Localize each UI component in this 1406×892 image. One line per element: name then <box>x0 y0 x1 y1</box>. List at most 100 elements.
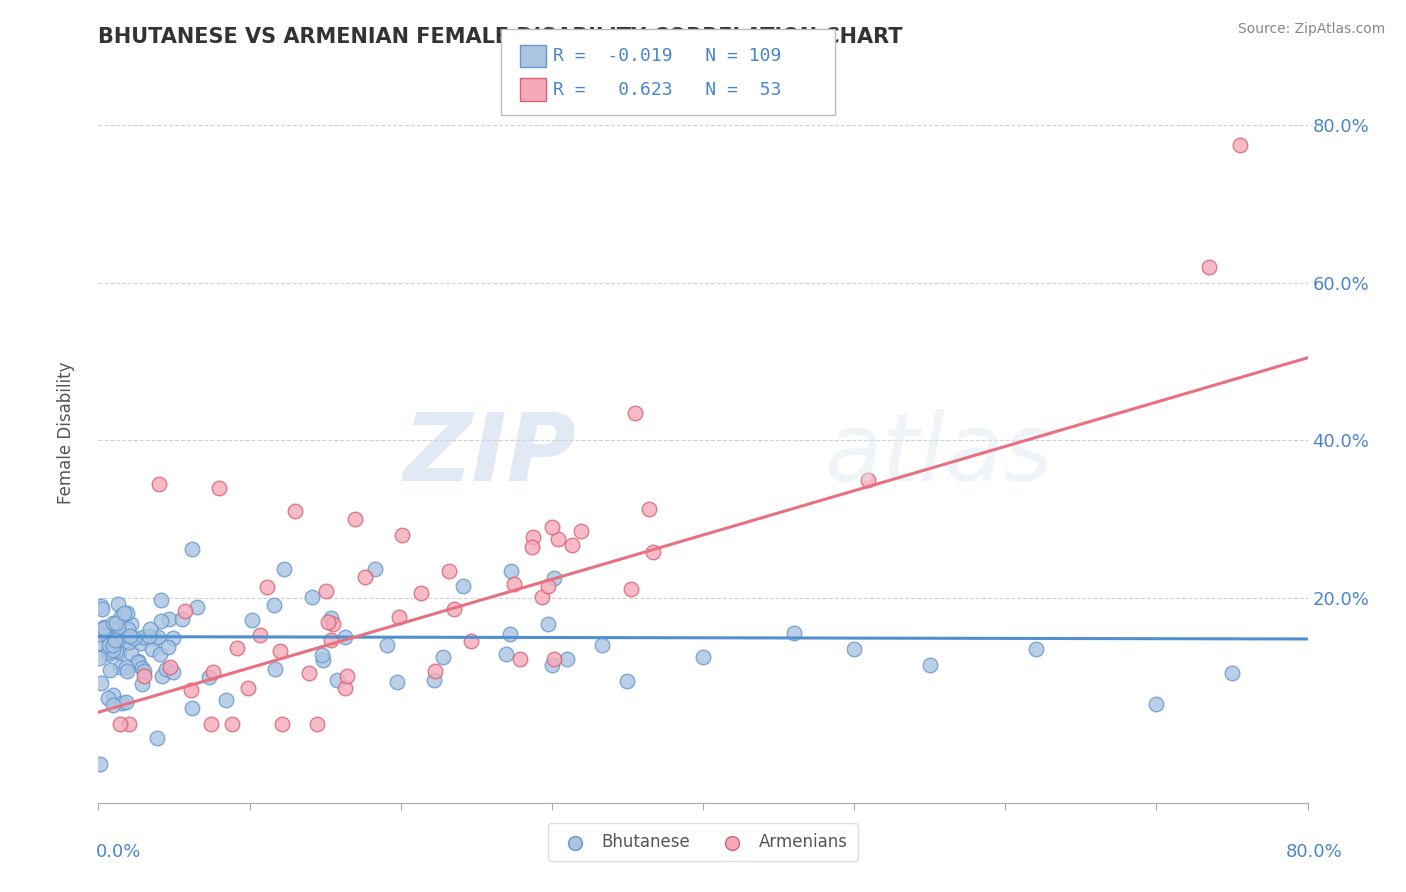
Point <box>97 645 120 659</box>
Point <box>105 643 128 657</box>
Point <box>423 665 446 679</box>
Point <box>90 675 112 690</box>
Point <box>1229 138 1251 153</box>
Point <box>325 673 347 687</box>
Point <box>97 648 120 662</box>
Point <box>1198 260 1220 275</box>
Point <box>132 664 155 678</box>
Point <box>120 616 142 631</box>
Point <box>110 660 132 674</box>
Point <box>499 565 522 579</box>
Point <box>89 636 111 650</box>
Point <box>335 630 357 644</box>
Point <box>333 681 356 696</box>
Point <box>264 662 287 676</box>
Point <box>110 696 132 710</box>
Point <box>537 617 560 632</box>
Point <box>149 648 172 662</box>
Point <box>139 623 162 637</box>
Point <box>127 654 149 668</box>
Point <box>844 642 866 657</box>
Point <box>569 524 592 538</box>
Point <box>162 631 184 645</box>
Point <box>134 669 156 683</box>
Point <box>315 584 337 599</box>
Text: ZIP: ZIP <box>404 409 576 500</box>
Point <box>104 633 127 648</box>
Point <box>856 473 879 487</box>
Point <box>105 624 128 638</box>
Point <box>100 664 122 678</box>
Text: Source: ZipAtlas.com: Source: ZipAtlas.com <box>1237 22 1385 37</box>
Point <box>336 669 359 683</box>
Point <box>1220 665 1243 680</box>
Point <box>354 569 377 583</box>
Point <box>319 611 342 625</box>
Point <box>105 634 128 648</box>
Point <box>273 562 295 576</box>
Point <box>388 610 411 624</box>
Point <box>495 648 517 662</box>
Point <box>115 664 138 678</box>
Point <box>131 661 153 675</box>
Point <box>115 695 138 709</box>
Y-axis label: Female Disability: Female Disability <box>56 361 75 504</box>
Point <box>180 682 202 697</box>
Point <box>375 638 398 652</box>
Point <box>620 582 643 597</box>
Point <box>344 512 367 526</box>
Point <box>101 616 124 631</box>
Point <box>146 631 169 645</box>
Text: BHUTANESE VS ARMENIAN FEMALE DISABILITY CORRELATION CHART: BHUTANESE VS ARMENIAN FEMALE DISABILITY … <box>98 27 903 47</box>
Point <box>641 544 664 558</box>
Point <box>138 629 160 643</box>
Point <box>159 660 181 674</box>
Point <box>117 606 139 620</box>
Point <box>97 632 120 647</box>
Point <box>145 731 167 746</box>
Point <box>364 562 387 576</box>
Point <box>90 599 112 614</box>
Point <box>91 601 114 615</box>
Point <box>263 598 285 612</box>
Point <box>503 577 526 591</box>
Point <box>437 564 460 578</box>
Point <box>132 630 155 644</box>
Point <box>93 621 115 635</box>
Point <box>783 626 806 640</box>
Point <box>93 620 115 634</box>
Point <box>638 502 661 516</box>
Point <box>522 531 544 545</box>
Text: 80.0%: 80.0% <box>1286 843 1343 861</box>
Point <box>208 481 231 495</box>
Point <box>120 632 142 647</box>
Point <box>107 597 129 611</box>
Point <box>120 647 142 661</box>
Point <box>104 632 127 647</box>
Point <box>322 616 344 631</box>
Point <box>122 631 145 645</box>
Point <box>1144 698 1167 712</box>
Point <box>129 636 152 650</box>
Point <box>155 662 177 676</box>
Point <box>221 717 243 731</box>
Point <box>148 476 170 491</box>
Point <box>215 692 238 706</box>
Point <box>162 665 184 680</box>
Point <box>105 616 128 631</box>
Point <box>561 538 583 552</box>
Point <box>107 645 129 659</box>
Point <box>181 542 204 557</box>
Point <box>443 602 465 616</box>
Point <box>385 674 408 689</box>
Point <box>555 652 578 666</box>
Point <box>522 541 544 555</box>
Point <box>543 652 565 666</box>
Text: R =  -0.019   N = 109: R = -0.019 N = 109 <box>553 47 780 65</box>
Point <box>249 628 271 642</box>
Point <box>432 649 454 664</box>
Point <box>103 638 125 652</box>
Point <box>127 656 149 670</box>
Point <box>197 670 219 684</box>
Point <box>118 629 141 643</box>
